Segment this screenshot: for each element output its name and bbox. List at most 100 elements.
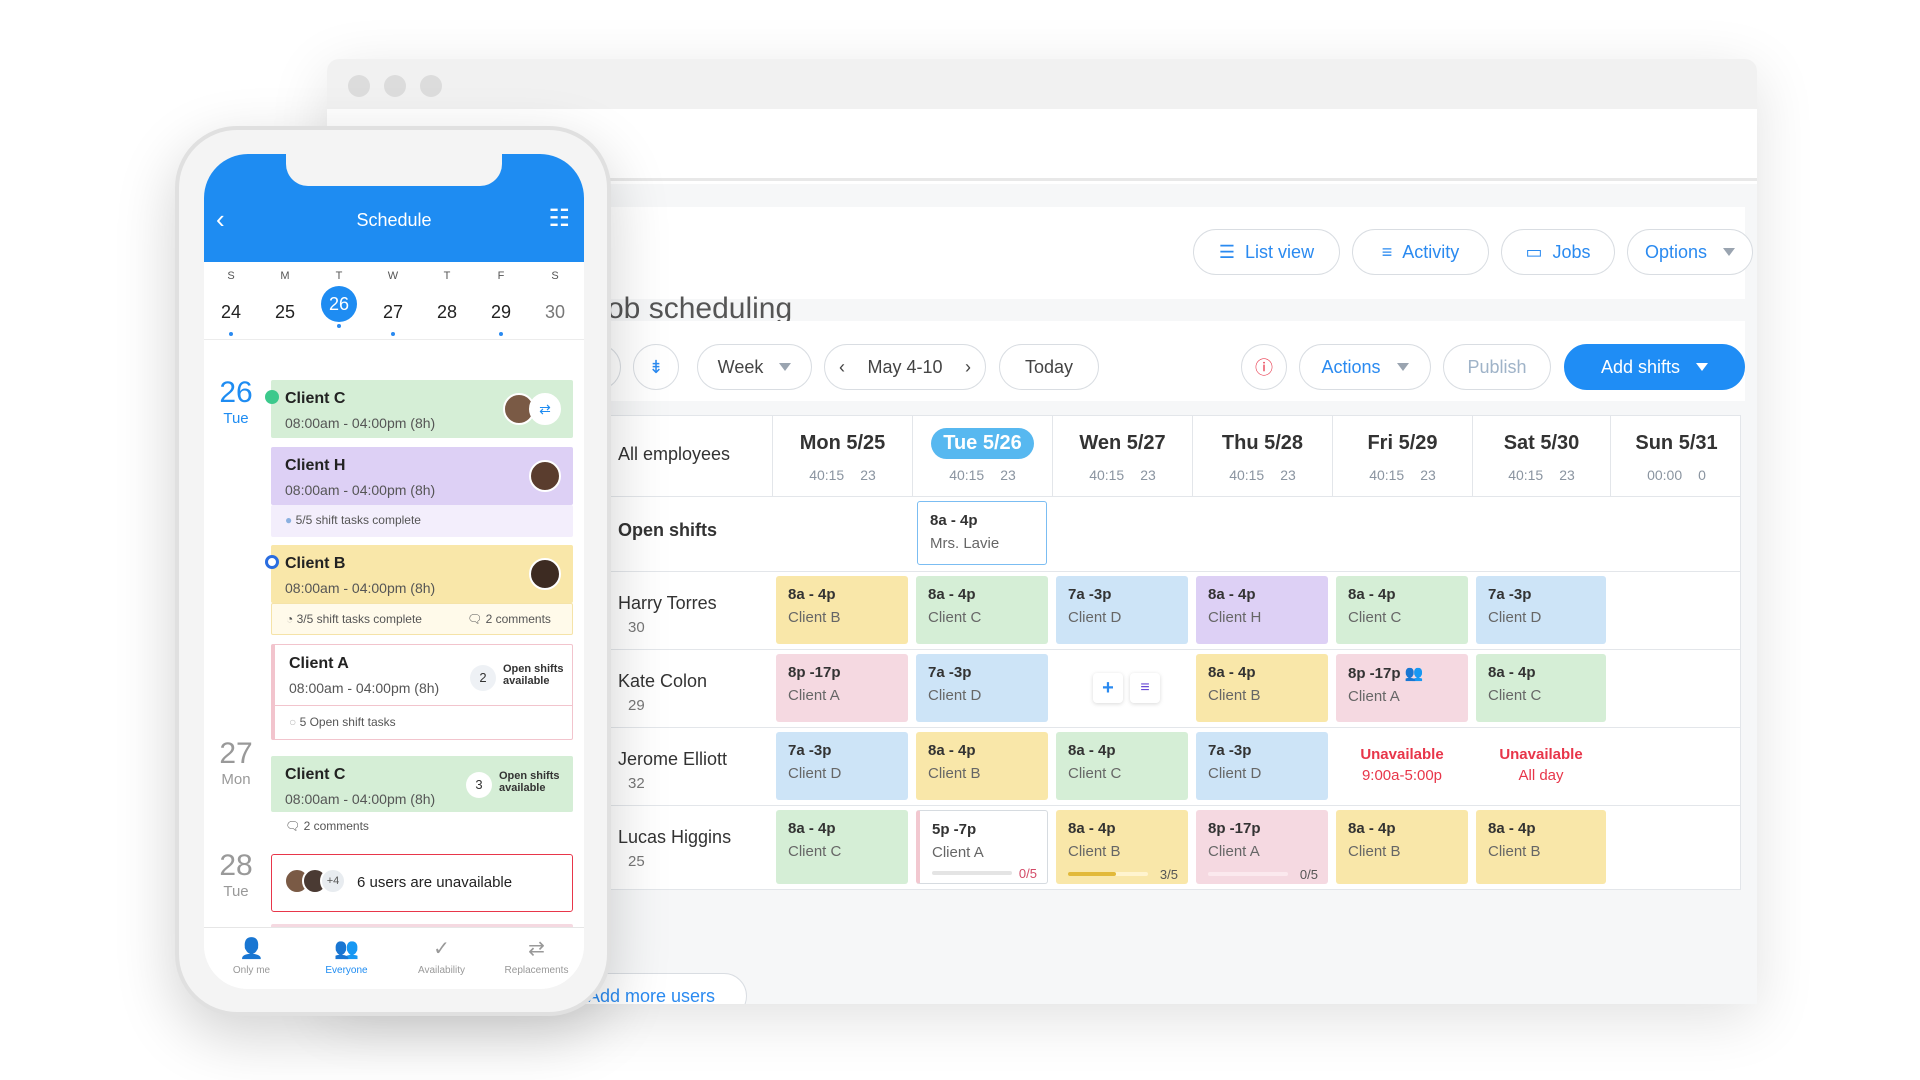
shift-card[interactable]: 8a - 4p Client B: [1196, 654, 1328, 722]
swap-icon[interactable]: ⇄: [529, 393, 561, 425]
tab-only-me[interactable]: 👤 Only me: [204, 936, 299, 976]
day-label: Wen 5/27: [1079, 432, 1166, 454]
shift-card-client-c-2[interactable]: Client C 08:00am - 04:00pm (8h) 3 Open s…: [271, 756, 573, 812]
shift-card-client-c[interactable]: Client C 08:00am - 04:00pm (8h) ⇄: [265, 380, 573, 438]
shift-card[interactable]: 7a -3p Client D: [776, 732, 908, 800]
shift-card[interactable]: 7a -3p Client D: [1196, 732, 1328, 800]
comment-icon: 🗨: [467, 612, 483, 626]
employee-name[interactable]: Jerome Elliott: [618, 749, 728, 769]
shift-card[interactable]: 7a -3p Client D: [916, 654, 1048, 722]
unavailable-detail: 9:00a-5:00p: [1361, 767, 1443, 784]
date-range-selector[interactable]: ‹ May 4-10 ›: [824, 344, 986, 390]
week-day-selected[interactable]: T 26: [312, 270, 366, 328]
actions-dropdown[interactable]: Actions: [1299, 344, 1431, 390]
window-maximize-dot[interactable]: [420, 75, 442, 97]
comments-count[interactable]: 2 comments: [303, 819, 369, 833]
shift-card[interactable]: 8a - 4p Client C: [776, 810, 908, 884]
week-day[interactable]: T 28: [420, 270, 474, 330]
activity-button[interactable]: ≡ Activity: [1352, 229, 1489, 275]
add-shifts-button[interactable]: Add shifts: [1564, 344, 1745, 390]
week-day[interactable]: S 24: [204, 270, 258, 336]
shift-client: Client A: [1348, 688, 1400, 705]
publish-button[interactable]: Publish: [1443, 344, 1551, 390]
actions-label: Actions: [1321, 356, 1381, 377]
tasks-status: 3/5 shift tasks complete: [296, 612, 422, 626]
shift-menu-icon[interactable]: ≡: [1130, 673, 1160, 703]
clock-icon-hours: 40:15: [809, 467, 845, 483]
client-name: Client B: [285, 555, 346, 572]
alerts-button[interactable]: ⓘ: [1241, 344, 1287, 390]
check-circle-icon: ✓: [433, 938, 450, 960]
collapse-icon: ⇟: [648, 356, 664, 377]
back-arrow-icon[interactable]: ‹: [216, 204, 225, 234]
grid-divider: [328, 805, 1740, 806]
shift-card[interactable]: 8a - 4p Client C: [916, 576, 1048, 644]
check-icon: [265, 390, 279, 404]
shift-time: 08:00am - 04:00pm (8h): [285, 415, 436, 431]
date-label: 27 Mon: [211, 737, 261, 788]
open-shift-card[interactable]: 8a - 4p Mrs. Lavie: [917, 501, 1047, 565]
list-view-button[interactable]: ☰ List view: [1193, 229, 1340, 275]
unavailable-block[interactable]: Unavailable 9:00a-5:00p: [1336, 746, 1468, 784]
tab-replacements[interactable]: ⇄ Replacements: [489, 936, 584, 976]
window-close-dot[interactable]: [348, 75, 370, 97]
comments-count[interactable]: 2 comments: [485, 612, 551, 626]
tab-everyone[interactable]: 👥 Everyone: [299, 936, 394, 976]
shift-card-client-b[interactable]: Client B 08:00am - 04:00pm (8h): [265, 545, 573, 603]
chevron-down-icon: [779, 363, 792, 371]
employee-name[interactable]: Kate Colon: [618, 671, 708, 691]
phone-notch: [286, 154, 502, 186]
employee-name[interactable]: Lucas Higgins: [618, 827, 732, 847]
shift-card-client-a[interactable]: Client A 08:00am - 04:00pm (8h) 2 Open s…: [271, 644, 573, 740]
week-day[interactable]: M 25: [258, 270, 312, 330]
weekday-number: 28: [436, 302, 458, 322]
shift-card[interactable]: 8a - 4p Client B 3/5: [1056, 810, 1188, 884]
chevron-right-icon[interactable]: ›: [964, 356, 971, 377]
shift-card[interactable]: 8a - 4p Client B: [1336, 810, 1468, 884]
shift-client: Client H: [1208, 609, 1262, 626]
shift-card[interactable]: 7a -3p Client D: [1476, 576, 1606, 644]
window-minimize-dot[interactable]: [384, 75, 406, 97]
week-day[interactable]: W 27: [366, 270, 420, 336]
collapse-button[interactable]: ⇟: [633, 344, 679, 390]
shift-time: 8a - 4p: [928, 586, 976, 603]
tab-availability[interactable]: ✓ Availability: [394, 936, 489, 976]
shift-card[interactable]: 8a - 4p Client B: [776, 576, 908, 644]
list-icon: ☰: [1218, 241, 1236, 262]
shift-card[interactable]: 8a - 4p Client H: [1196, 576, 1328, 644]
view-dropdown[interactable]: Week: [697, 344, 812, 390]
shift-card[interactable]: 8p -17p Client A: [776, 654, 908, 722]
task-progress-label: 0/5: [1018, 866, 1037, 881]
shift-time: 7a -3p: [1488, 586, 1532, 603]
shift-card[interactable]: 8a - 4p Client C: [1056, 732, 1188, 800]
shift-card[interactable]: 8a - 4p Client C: [1336, 576, 1468, 644]
unavailable-users-card[interactable]: +4 6 users are unavailable: [271, 854, 573, 912]
shift-time: 8a - 4p: [1348, 586, 1396, 603]
employees-filter[interactable]: All employees: [618, 444, 731, 464]
employee-name[interactable]: Harry Torres: [618, 593, 717, 613]
client-name: Client C: [285, 766, 346, 783]
clock-icon-hours: 40:15: [1229, 467, 1265, 483]
today-button[interactable]: Today: [999, 344, 1099, 390]
add-shift-plus-icon[interactable]: +: [1093, 673, 1123, 703]
week-day[interactable]: S 30: [528, 270, 582, 330]
shift-card[interactable]: 8p -17p 👥 Client A: [1336, 654, 1468, 722]
jobs-button[interactable]: ▭ Jobs: [1501, 229, 1615, 275]
shift-card[interactable]: 5p -7p Client A 0/5: [916, 810, 1048, 884]
unavailable-block[interactable]: Unavailable All day: [1476, 746, 1606, 784]
week-day[interactable]: F 29: [474, 270, 528, 336]
task-progress-track: [1208, 872, 1288, 876]
list-filter-icon[interactable]: ☷: [548, 205, 570, 232]
shift-count: 23: [1140, 467, 1156, 483]
shift-card[interactable]: 8a - 4p Client B: [916, 732, 1048, 800]
chevron-down-icon: [1696, 363, 1709, 371]
options-dropdown[interactable]: Options: [1627, 229, 1753, 275]
shift-card[interactable]: 8a - 4p Client C: [1476, 654, 1606, 722]
chevron-left-icon[interactable]: ‹: [839, 356, 845, 377]
shift-card[interactable]: 8p -17p Client A 0/5: [1196, 810, 1328, 884]
employee-hours: 32: [628, 775, 645, 792]
phone-tab-bar: 👤 Only me 👥 Everyone ✓ Availability ⇄ Replac…: [204, 927, 584, 989]
shift-card[interactable]: 8a - 4p Client B: [1476, 810, 1606, 884]
shift-card[interactable]: 7a -3p Client D: [1056, 576, 1188, 644]
shift-card-client-h[interactable]: Client H 08:00am - 04:00pm (8h): [271, 447, 573, 505]
